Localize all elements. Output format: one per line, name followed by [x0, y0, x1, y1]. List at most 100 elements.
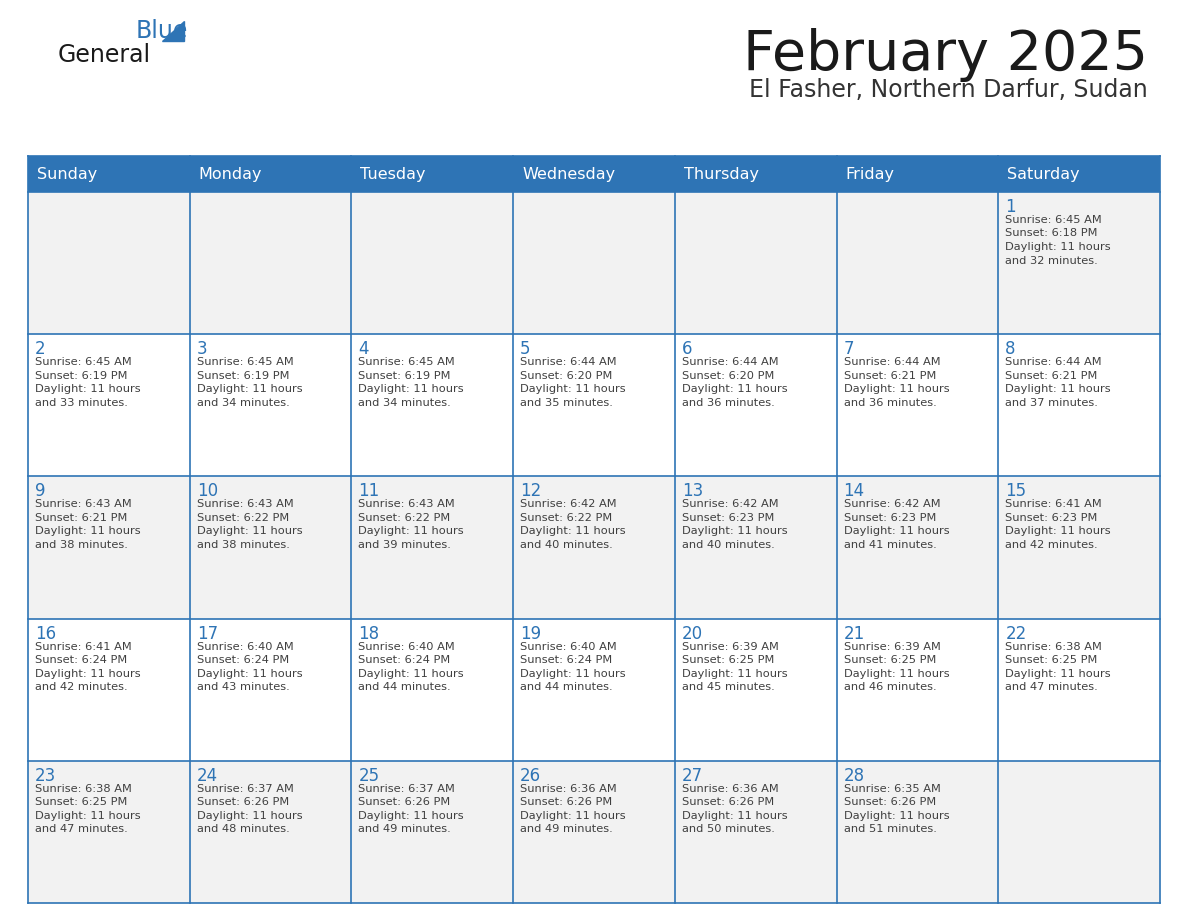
Text: Daylight: 11 hours: Daylight: 11 hours [359, 385, 465, 394]
Text: Sunset: 6:19 PM: Sunset: 6:19 PM [359, 371, 451, 381]
Text: and 49 minutes.: and 49 minutes. [520, 824, 613, 834]
Text: and 47 minutes.: and 47 minutes. [34, 824, 128, 834]
Text: 18: 18 [359, 624, 379, 643]
Text: Sunset: 6:24 PM: Sunset: 6:24 PM [359, 655, 450, 666]
Text: 20: 20 [682, 624, 703, 643]
Text: 10: 10 [197, 482, 217, 500]
Text: 23: 23 [34, 767, 56, 785]
Text: 3: 3 [197, 341, 208, 358]
Text: and 49 minutes.: and 49 minutes. [359, 824, 451, 834]
Text: Daylight: 11 hours: Daylight: 11 hours [1005, 526, 1111, 536]
Text: Daylight: 11 hours: Daylight: 11 hours [682, 811, 788, 821]
Text: and 33 minutes.: and 33 minutes. [34, 397, 128, 408]
Text: Sunset: 6:23 PM: Sunset: 6:23 PM [843, 513, 936, 523]
Text: 17: 17 [197, 624, 217, 643]
Text: and 44 minutes.: and 44 minutes. [520, 682, 613, 692]
Text: 27: 27 [682, 767, 703, 785]
Text: Sunrise: 6:43 AM: Sunrise: 6:43 AM [34, 499, 132, 509]
Bar [29, 156, 190, 192]
Text: 9: 9 [34, 482, 45, 500]
Text: and 34 minutes.: and 34 minutes. [359, 397, 451, 408]
Text: and 35 minutes.: and 35 minutes. [520, 397, 613, 408]
Text: and 40 minutes.: and 40 minutes. [682, 540, 775, 550]
Text: Sunrise: 6:40 AM: Sunrise: 6:40 AM [359, 642, 455, 652]
Text: Daylight: 11 hours: Daylight: 11 hours [520, 385, 626, 394]
Text: Sunrise: 6:37 AM: Sunrise: 6:37 AM [197, 784, 293, 794]
Text: Daylight: 11 hours: Daylight: 11 hours [359, 668, 465, 678]
Text: Sunset: 6:26 PM: Sunset: 6:26 PM [359, 798, 450, 807]
Text: Daylight: 11 hours: Daylight: 11 hours [682, 668, 788, 678]
Text: 12: 12 [520, 482, 542, 500]
Text: and 37 minutes.: and 37 minutes. [1005, 397, 1098, 408]
Text: Sunrise: 6:37 AM: Sunrise: 6:37 AM [359, 784, 455, 794]
Text: 13: 13 [682, 482, 703, 500]
Text: 8: 8 [1005, 341, 1016, 358]
Text: Sunrise: 6:44 AM: Sunrise: 6:44 AM [1005, 357, 1102, 367]
Bar [29, 192, 1159, 334]
Text: Sunrise: 6:45 AM: Sunrise: 6:45 AM [197, 357, 293, 367]
Text: Daylight: 11 hours: Daylight: 11 hours [843, 526, 949, 536]
Polygon shape [162, 21, 184, 41]
Text: Thursday: Thursday [684, 166, 759, 182]
Text: Sunset: 6:21 PM: Sunset: 6:21 PM [34, 513, 127, 523]
Text: Saturday: Saturday [1007, 166, 1080, 182]
Text: Daylight: 11 hours: Daylight: 11 hours [1005, 668, 1111, 678]
Text: Sunday: Sunday [37, 166, 97, 182]
Text: 25: 25 [359, 767, 379, 785]
Text: General: General [58, 43, 151, 67]
Text: and 34 minutes.: and 34 minutes. [197, 397, 290, 408]
Text: Sunset: 6:20 PM: Sunset: 6:20 PM [682, 371, 775, 381]
Bar [190, 156, 352, 192]
Text: Sunset: 6:22 PM: Sunset: 6:22 PM [520, 513, 612, 523]
Text: Sunset: 6:25 PM: Sunset: 6:25 PM [1005, 655, 1098, 666]
Text: Daylight: 11 hours: Daylight: 11 hours [843, 385, 949, 394]
Text: Sunrise: 6:40 AM: Sunrise: 6:40 AM [197, 642, 293, 652]
Text: Daylight: 11 hours: Daylight: 11 hours [197, 811, 302, 821]
Bar [513, 156, 675, 192]
Text: Sunset: 6:25 PM: Sunset: 6:25 PM [682, 655, 775, 666]
Text: Blue: Blue [135, 19, 189, 43]
Text: 15: 15 [1005, 482, 1026, 500]
Text: Sunset: 6:24 PM: Sunset: 6:24 PM [34, 655, 127, 666]
Text: Daylight: 11 hours: Daylight: 11 hours [34, 385, 140, 394]
Text: Sunrise: 6:40 AM: Sunrise: 6:40 AM [520, 642, 617, 652]
Text: 19: 19 [520, 624, 542, 643]
Text: 6: 6 [682, 341, 693, 358]
Text: and 51 minutes.: and 51 minutes. [843, 824, 936, 834]
Text: Sunset: 6:26 PM: Sunset: 6:26 PM [843, 798, 936, 807]
Bar [352, 156, 513, 192]
Text: Sunrise: 6:35 AM: Sunrise: 6:35 AM [843, 784, 941, 794]
Text: Sunrise: 6:42 AM: Sunrise: 6:42 AM [682, 499, 778, 509]
Text: Sunrise: 6:45 AM: Sunrise: 6:45 AM [1005, 215, 1102, 225]
Text: Sunrise: 6:38 AM: Sunrise: 6:38 AM [34, 784, 132, 794]
Text: Daylight: 11 hours: Daylight: 11 hours [34, 811, 140, 821]
Text: 22: 22 [1005, 624, 1026, 643]
Text: and 39 minutes.: and 39 minutes. [359, 540, 451, 550]
Text: 16: 16 [34, 624, 56, 643]
Text: and 47 minutes.: and 47 minutes. [1005, 682, 1098, 692]
Text: Daylight: 11 hours: Daylight: 11 hours [197, 385, 302, 394]
Text: and 38 minutes.: and 38 minutes. [197, 540, 290, 550]
Text: Sunset: 6:26 PM: Sunset: 6:26 PM [197, 798, 289, 807]
Text: Daylight: 11 hours: Daylight: 11 hours [682, 385, 788, 394]
Text: 1: 1 [1005, 198, 1016, 216]
Text: Daylight: 11 hours: Daylight: 11 hours [682, 526, 788, 536]
Text: 4: 4 [359, 341, 369, 358]
Text: and 42 minutes.: and 42 minutes. [34, 682, 127, 692]
Bar [675, 156, 836, 192]
Text: Daylight: 11 hours: Daylight: 11 hours [197, 526, 302, 536]
Bar [29, 619, 1159, 761]
Text: Sunset: 6:21 PM: Sunset: 6:21 PM [1005, 371, 1098, 381]
Bar [836, 156, 998, 192]
Text: and 42 minutes.: and 42 minutes. [1005, 540, 1098, 550]
Text: 5: 5 [520, 341, 531, 358]
Text: Daylight: 11 hours: Daylight: 11 hours [1005, 242, 1111, 252]
Text: Sunrise: 6:42 AM: Sunrise: 6:42 AM [520, 499, 617, 509]
Text: and 32 minutes.: and 32 minutes. [1005, 255, 1098, 265]
Text: Sunset: 6:22 PM: Sunset: 6:22 PM [197, 513, 289, 523]
Text: Daylight: 11 hours: Daylight: 11 hours [359, 526, 465, 536]
Text: and 36 minutes.: and 36 minutes. [682, 397, 775, 408]
Text: Sunset: 6:26 PM: Sunset: 6:26 PM [520, 798, 612, 807]
Text: Sunrise: 6:36 AM: Sunrise: 6:36 AM [520, 784, 617, 794]
Text: Sunset: 6:25 PM: Sunset: 6:25 PM [843, 655, 936, 666]
